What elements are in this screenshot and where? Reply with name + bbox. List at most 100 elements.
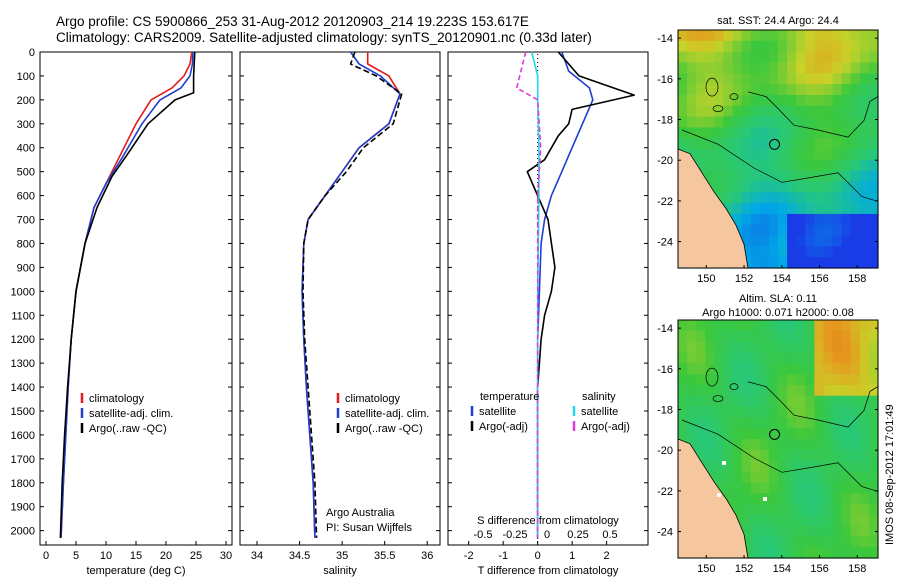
sst-map-cell (741, 62, 752, 74)
map-y-tick-label: -14 (657, 33, 673, 45)
sla-map-title-line1: Altim. SLA: 0.11 (739, 293, 817, 305)
y-tick-label: 700 (17, 215, 35, 227)
sst-map-cell (805, 84, 815, 96)
sst-map-cell (787, 224, 797, 237)
sst-map-cell (823, 138, 834, 150)
sst-map-cell (714, 170, 725, 183)
sla-map-cell (714, 428, 725, 440)
sst-map-cell (868, 30, 879, 42)
map-y-tick-label: -22 (657, 486, 673, 498)
sla-map-cell (814, 352, 825, 364)
sst-map-cell (859, 235, 870, 247)
sst-map-cell (759, 192, 770, 204)
sla-map-cell (723, 471, 734, 483)
sla-map-cell (841, 330, 852, 343)
sst-map-cell (859, 203, 870, 215)
sst-map-cell (832, 84, 843, 96)
sla-map-cell (778, 460, 788, 473)
sst-map-cell (741, 192, 752, 204)
sla-map-cell (759, 320, 770, 332)
sst-map-cell (832, 213, 843, 226)
sla-map-cell (796, 374, 806, 386)
sst-map-cell (805, 159, 815, 172)
sst-map-cell (778, 246, 788, 258)
sla-map-cell (696, 428, 706, 440)
sst-map-cell (759, 40, 770, 53)
sst-map-cell (868, 213, 879, 226)
sst-map-cell (714, 30, 725, 42)
sst-map-cell (796, 127, 806, 139)
sst-map-cell (796, 116, 806, 128)
sst-map-cell (741, 149, 752, 161)
sst-map-cell (687, 138, 697, 150)
sst-map-cell (750, 127, 761, 139)
sla-map-cell (768, 460, 779, 473)
map-y-tick-label: -14 (657, 323, 673, 335)
sst-map-cell (741, 84, 752, 96)
sst-map-cell (814, 116, 825, 128)
sla-map-cell (832, 449, 843, 462)
sst-map-cell (732, 192, 743, 204)
sla-map-cell (814, 395, 825, 408)
sla-map-cell (850, 460, 861, 473)
sst-map-cell (796, 192, 806, 204)
sla-map-cell (868, 482, 879, 494)
sla-map-cell (778, 547, 788, 559)
y-tick-label: 1900 (11, 502, 35, 514)
sst-map-cell (787, 257, 797, 269)
sla-map-cell (796, 320, 806, 332)
sla-map-cell (787, 525, 797, 537)
sla-map-cell (814, 330, 825, 343)
sla-map-cell (741, 320, 752, 332)
sla-map-cell (814, 525, 825, 537)
sst-map-cell (714, 94, 725, 107)
sla-map-cell (868, 352, 879, 364)
sla-map-cell (750, 449, 761, 462)
sst-map-reef-outline (712, 105, 724, 112)
sla-map-cell (750, 406, 761, 418)
sla-map-cell (705, 330, 715, 343)
sla-map-cell (778, 417, 788, 429)
sst-map-cell (714, 192, 725, 204)
y-tick-label: 300 (17, 119, 35, 131)
sla-map-cell (868, 493, 879, 505)
sla-map-cell (805, 330, 815, 343)
sst-map-cell (787, 84, 797, 96)
sst-map-cell (750, 84, 761, 96)
sla-map-cell (768, 503, 779, 516)
sst-map-cell (832, 40, 843, 53)
sst-map-cell (768, 116, 779, 128)
sla-map-cell (768, 471, 779, 483)
sla-map-cell (723, 374, 734, 386)
sst-map-cell (841, 127, 852, 139)
sla-white-marker (722, 461, 726, 465)
x-tick-label: -2 (464, 550, 474, 562)
sla-map-cell (868, 384, 879, 397)
sla-map-cell (850, 471, 861, 483)
sla-map-cell (705, 352, 715, 364)
sla-map-cell (778, 320, 788, 332)
sla-map-cell (687, 341, 697, 354)
sst-map-cell (832, 246, 843, 258)
sst-map-cell (814, 213, 825, 226)
sst-map-cell (823, 94, 834, 107)
sst-map-cell (759, 235, 770, 247)
sst-map-cell (768, 203, 779, 215)
sla-map-cell (859, 493, 870, 505)
temperature-legend-label: climatology (89, 393, 145, 405)
sst-map-cell (696, 84, 706, 96)
y-tick-label: 1700 (11, 454, 35, 466)
sst-map-cell (741, 246, 752, 258)
sst-map-cell (759, 213, 770, 226)
sla-map-cell (678, 330, 688, 343)
sla-map-cell (805, 341, 815, 354)
sst-map-cell (723, 159, 734, 172)
sla-map-cell (859, 547, 870, 559)
sst-map-cell (823, 127, 834, 139)
sst-map-cell (859, 170, 870, 183)
sla-map-cell (832, 493, 843, 505)
sla-map-cell (796, 395, 806, 408)
sla-map-cell (850, 395, 861, 408)
sla-map-reef-outline (712, 395, 724, 402)
y-tick-label: 500 (17, 167, 35, 179)
